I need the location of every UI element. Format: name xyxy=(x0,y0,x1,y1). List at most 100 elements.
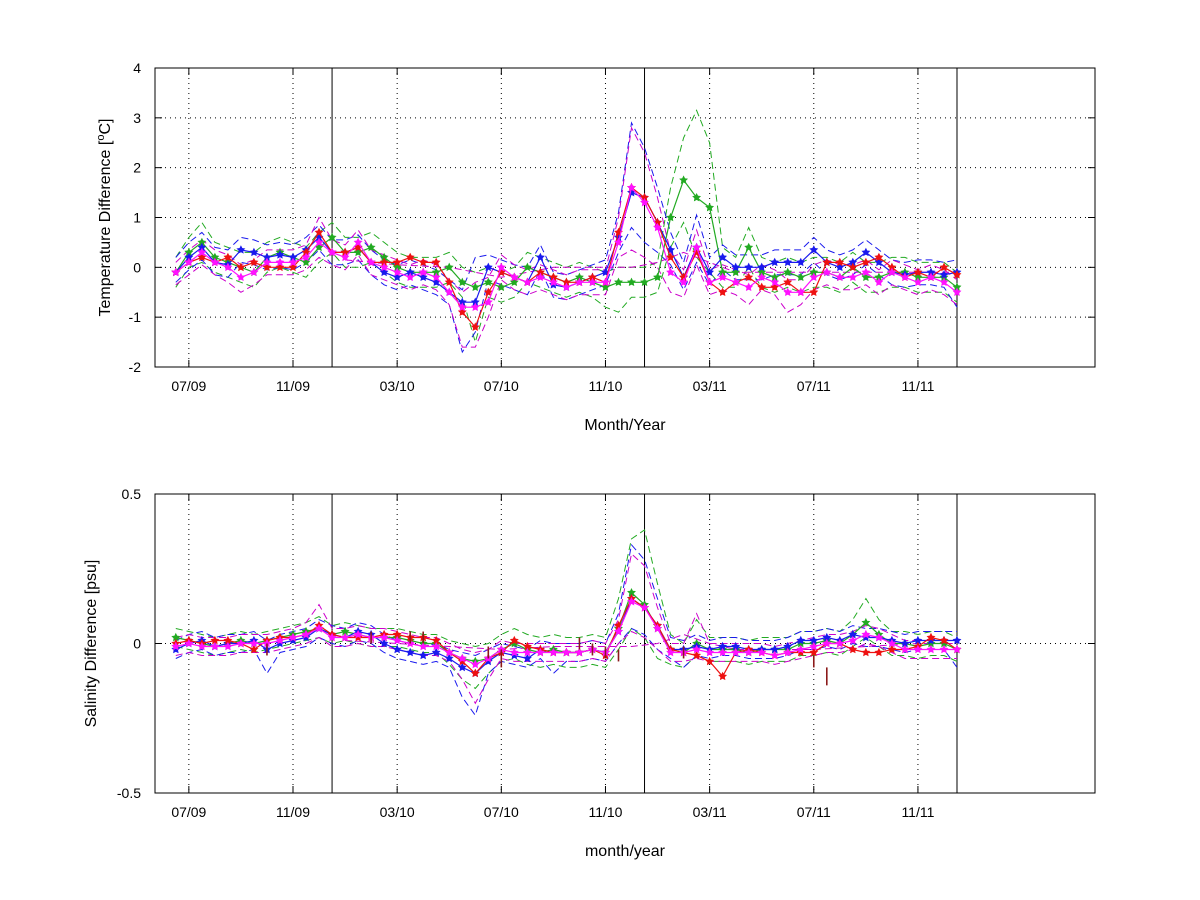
salinity-series-1-point xyxy=(796,635,806,645)
temperature-series-2-point xyxy=(718,287,728,297)
temperature-series-0-point xyxy=(496,282,506,292)
temperature-series-2-point xyxy=(288,262,298,272)
salinity-series-3-point xyxy=(535,647,545,657)
salinity-y-tick-label-2: 0.5 xyxy=(122,486,142,502)
salinity-series-3-point xyxy=(913,644,923,654)
temperature-series-2-point xyxy=(418,257,428,267)
temperature-x-tick-label-7: 11/11 xyxy=(901,378,934,394)
temperature-series-0-point xyxy=(444,262,454,272)
temperature-series-2-point xyxy=(444,277,454,287)
temperature-series-0-point xyxy=(705,202,715,212)
salinity-series-2-point xyxy=(705,656,715,666)
salinity-series-1-point xyxy=(444,653,454,663)
salinity-mean-curve xyxy=(345,633,957,651)
temperature-series-3-point xyxy=(627,182,636,192)
temperature-series-0-point xyxy=(640,277,649,287)
temperature-series-3-point xyxy=(900,272,910,282)
salinity-series-3-point xyxy=(705,647,715,657)
temperature-series-3-point xyxy=(601,277,610,287)
temperature-series-3-point xyxy=(926,272,936,282)
temperature-series-3-point xyxy=(614,237,623,247)
temperature-series-1-point xyxy=(874,257,884,267)
temperature-series-1-point xyxy=(770,257,780,267)
salinity-series-1-point xyxy=(405,647,415,657)
salinity-x-tick-label-5: 03/11 xyxy=(693,804,727,820)
temperature-y-tick-label-0: -2 xyxy=(129,359,142,375)
temperature-series-3-point xyxy=(874,277,884,287)
salinity-series-3-point xyxy=(197,641,207,651)
salinity-series-3-point xyxy=(809,641,819,651)
temperature-series-2-point xyxy=(848,262,858,272)
temperature-series-3-point xyxy=(431,272,441,282)
temperature-series-3-point xyxy=(197,247,207,257)
temperature-y-tick-label-1: -1 xyxy=(129,309,142,325)
temperature-series-3-point xyxy=(366,257,376,267)
salinity-y-tick-label-0: -0.5 xyxy=(117,785,141,801)
temperature-series-0-point xyxy=(861,272,871,282)
temperature-series-3-point xyxy=(327,247,337,257)
salinity-series-3-point xyxy=(796,644,806,654)
temperature-series-3-point xyxy=(314,237,324,247)
temperature-series-3-point xyxy=(275,257,285,267)
temperature-series-3-point xyxy=(353,237,363,247)
temperature-series-1-point xyxy=(249,247,259,257)
temperature-series-3-point xyxy=(822,267,832,277)
temperature-series-0-point xyxy=(301,257,311,267)
temperature-series-3-point xyxy=(223,262,233,272)
temperature-series-0-point xyxy=(470,282,480,292)
temperature-y-axis-label: Temperature Difference [oC] xyxy=(95,119,114,317)
salinity-series-3-point xyxy=(171,641,181,651)
salinity-series-3-point xyxy=(848,635,858,645)
temperature-series-0-point xyxy=(614,277,623,287)
salinity-series-3-point xyxy=(887,638,897,648)
temperature-series-3-point xyxy=(653,222,663,232)
temperature-series-1-point xyxy=(744,262,754,272)
salinity-series-3-point xyxy=(666,647,676,657)
salinity-x-axis-label: month/year xyxy=(585,843,666,860)
temperature-series-3-point xyxy=(783,287,793,297)
salinity-series-3-point xyxy=(275,635,285,645)
temperature-series-3-point xyxy=(288,257,298,267)
salinity-series-3-point xyxy=(614,626,623,636)
temperature-series-3-point xyxy=(574,277,584,287)
temperature-series-1-point xyxy=(535,252,545,262)
salinity-series-3-point xyxy=(653,623,663,633)
temperature-series-3-point xyxy=(731,277,741,287)
salinity-series-1-point xyxy=(379,638,389,648)
salinity-series-3-point xyxy=(249,638,259,648)
temperature-panel: 07/09 11/09 03/10 07/10 11/10 03/11 07/11 11/11… xyxy=(95,60,1096,434)
temperature-series-3-point xyxy=(262,257,272,267)
salinity-x-tick-label-2: 03/10 xyxy=(380,804,415,820)
temperature-series-3-point xyxy=(835,272,845,282)
temperature-series-1-point xyxy=(236,245,246,254)
temperature-x-tick-label-0: 07/09 xyxy=(171,378,206,394)
temperature-series-3-point xyxy=(561,282,571,292)
salinity-series-2-point xyxy=(848,644,858,654)
temperature-y-tick-label-3: 1 xyxy=(133,210,141,226)
temperature-series-0-point xyxy=(522,262,532,272)
temperature-x-tick-label-5: 03/11 xyxy=(693,378,727,394)
temperature-series-3-point xyxy=(939,277,949,287)
temperature-series-3-point xyxy=(705,277,715,287)
temperature-series-3-point xyxy=(718,272,728,282)
salinity-y-axis-label: Salinity Difference [psu] xyxy=(83,560,100,728)
temperature-series-2-point xyxy=(262,262,272,272)
salinity-x-tick-label-7: 11/11 xyxy=(901,804,934,820)
temperature-series-2-point xyxy=(392,257,402,267)
temperature-series-1-point xyxy=(939,270,949,279)
temperature-series-2-point xyxy=(757,282,767,292)
temperature-series-3-point xyxy=(457,302,467,311)
temperature-x-tick-label-1: 11/09 xyxy=(276,378,310,394)
salinity-series-3-point xyxy=(952,644,962,654)
temperature-series-3-point xyxy=(444,287,454,297)
temperature-x-axis-label: Month/Year xyxy=(584,417,666,434)
salinity-series-3-point xyxy=(561,647,571,657)
salinity-series-3-point xyxy=(314,623,324,633)
temperature-series-3-point xyxy=(496,262,506,272)
temperature-series-3-point xyxy=(522,277,532,287)
temperature-series-2-point xyxy=(314,227,324,237)
salinity-series-3-point xyxy=(223,641,233,651)
temperature-series-1-point xyxy=(809,245,819,254)
salinity-series-3-point xyxy=(288,632,298,642)
salinity-series-3-point xyxy=(444,647,454,657)
